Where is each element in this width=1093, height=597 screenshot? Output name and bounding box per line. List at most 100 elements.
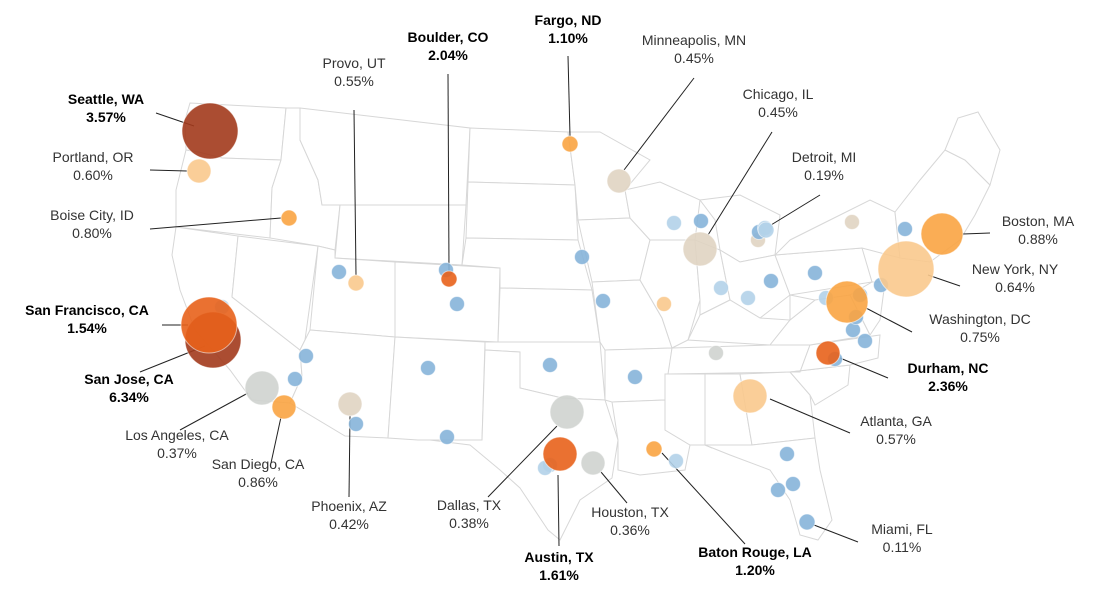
city-label-houston-tx: Houston, TX 0.36% [591, 504, 669, 538]
leader-line-portland-or [149, 169, 188, 172]
city-name: Atlanta, GA [860, 413, 932, 429]
city-value: 0.45% [674, 50, 714, 66]
city-value: 1.61% [539, 567, 579, 583]
city-name: Portland, OR [53, 149, 134, 165]
city-name: Baton Rouge, LA [698, 544, 812, 560]
city-name: Provo, UT [322, 55, 385, 71]
city-labels: Seattle, WA 3.57% Portland, OR 0.60% Boise C… [25, 12, 1075, 583]
city-name: Detroit, MI [792, 149, 857, 165]
city-label-minneapolis-mn: Minneapolis, MN 0.45% [642, 32, 746, 66]
city-marker-unlabeled [439, 429, 455, 445]
city-value: 0.42% [329, 516, 369, 532]
bubble-atlanta-ga [732, 378, 768, 414]
bubble-minneapolis-mn [606, 168, 632, 194]
bubble-austin-tx [542, 436, 578, 472]
city-label-detroit-mi: Detroit, MI 0.19% [792, 149, 857, 183]
city-label-los-angeles-ca: Los Angeles, CA 0.37% [125, 427, 229, 461]
city-marker-unlabeled [287, 371, 303, 387]
city-name: Durham, NC [908, 360, 989, 376]
city-label-boulder-co: Boulder, CO 2.04% [408, 29, 489, 63]
bubble-san-diego-ca [271, 394, 297, 420]
city-value: 0.60% [73, 167, 113, 183]
bubble-san-francisco-ca [180, 296, 238, 354]
city-marker-unlabeled [348, 416, 364, 432]
city-value: 3.57% [86, 109, 126, 125]
city-name: New York, NY [972, 261, 1059, 277]
city-marker-unlabeled [666, 215, 682, 231]
leader-line-boston-ma [962, 232, 991, 235]
city-marker-unlabeled [693, 213, 709, 229]
city-label-boise-city-id: Boise City, ID 0.80% [50, 207, 134, 241]
bubble-portland-or [186, 158, 212, 184]
city-marker-unlabeled [713, 280, 729, 296]
city-name: Boise City, ID [50, 207, 134, 223]
bubble-boston-ma [920, 212, 964, 256]
leader-line-chicago-il [707, 131, 773, 236]
city-label-baton-rouge-la: Baton Rouge, LA 1.20% [698, 544, 812, 578]
city-marker-unlabeled [779, 446, 795, 462]
city-name: Austin, TX [524, 549, 594, 565]
city-value: 0.38% [449, 515, 489, 531]
city-value: 0.45% [758, 104, 798, 120]
leader-line-atlanta-ga [769, 398, 851, 434]
leader-line-miami-fl [813, 524, 859, 543]
leader-line-phoenix-az [348, 415, 351, 498]
leader-line-houston-tx [600, 471, 628, 504]
city-marker-unlabeled [298, 348, 314, 364]
city-name: San Jose, CA [84, 371, 173, 387]
city-value: 2.04% [428, 47, 468, 63]
city-marker-unlabeled [668, 453, 684, 469]
city-value: 6.34% [109, 389, 149, 405]
city-value: 1.54% [67, 320, 107, 336]
city-name: Dallas, TX [437, 497, 502, 513]
city-label-atlanta-ga: Atlanta, GA 0.57% [860, 413, 932, 447]
city-value: 0.57% [876, 431, 916, 447]
bubble-fargo-nd [561, 135, 579, 153]
city-value: 1.10% [548, 30, 588, 46]
leader-line-dallas-tx [487, 425, 558, 498]
bubble-new-york-ny [877, 240, 935, 298]
leader-line-provo-ut [353, 109, 357, 276]
city-label-boston-ma: Boston, MA 0.88% [1002, 213, 1075, 247]
city-name: Minneapolis, MN [642, 32, 746, 48]
city-label-austin-tx: Austin, TX 1.61% [524, 549, 594, 583]
city-value: 2.36% [928, 378, 968, 394]
bubble-seattle-wa [181, 102, 239, 160]
bubble-provo-ut [347, 274, 365, 292]
leader-line-boise-city-id [149, 217, 282, 230]
city-name: Boston, MA [1002, 213, 1075, 229]
city-name: Houston, TX [591, 504, 669, 520]
city-label-seattle-wa: Seattle, WA 3.57% [68, 91, 144, 125]
bubble-detroit-mi [757, 221, 775, 239]
city-value: 0.19% [804, 167, 844, 183]
leader-line-san-diego-ca [270, 416, 282, 464]
city-marker-unlabeled [574, 249, 590, 265]
bubble-chicago-il [682, 231, 718, 267]
city-marker-unlabeled [656, 296, 672, 312]
state-boundaries [171, 102, 1001, 541]
city-bubbles [180, 102, 964, 531]
city-label-san-jose-ca: San Jose, CA 6.34% [84, 371, 173, 405]
city-marker-unlabeled [420, 360, 436, 376]
leader-line-detroit-mi [770, 194, 821, 226]
city-marker-unlabeled [627, 369, 643, 385]
bubble-baton-rouge-la [645, 440, 663, 458]
bubble-los-angeles-ca [244, 370, 280, 406]
city-value: 0.80% [72, 225, 112, 241]
city-marker-unlabeled [807, 265, 823, 281]
city-name: Miami, FL [871, 521, 933, 537]
bubble-miami-fl [798, 513, 816, 531]
leader-line-boulder-co [447, 73, 450, 272]
leader-line-durham-nc [839, 357, 889, 379]
bubble-houston-tx [580, 450, 606, 476]
city-marker-unlabeled [857, 333, 873, 349]
city-value: 0.86% [238, 474, 278, 490]
city-label-phoenix-az: Phoenix, AZ 0.42% [311, 498, 387, 532]
leader-line-washington-dc [865, 307, 913, 333]
city-label-durham-nc: Durham, NC 2.36% [908, 360, 989, 394]
city-label-provo-ut: Provo, UT 0.55% [322, 55, 385, 89]
bubble-phoenix-az [337, 391, 363, 417]
city-marker-unlabeled [542, 357, 558, 373]
